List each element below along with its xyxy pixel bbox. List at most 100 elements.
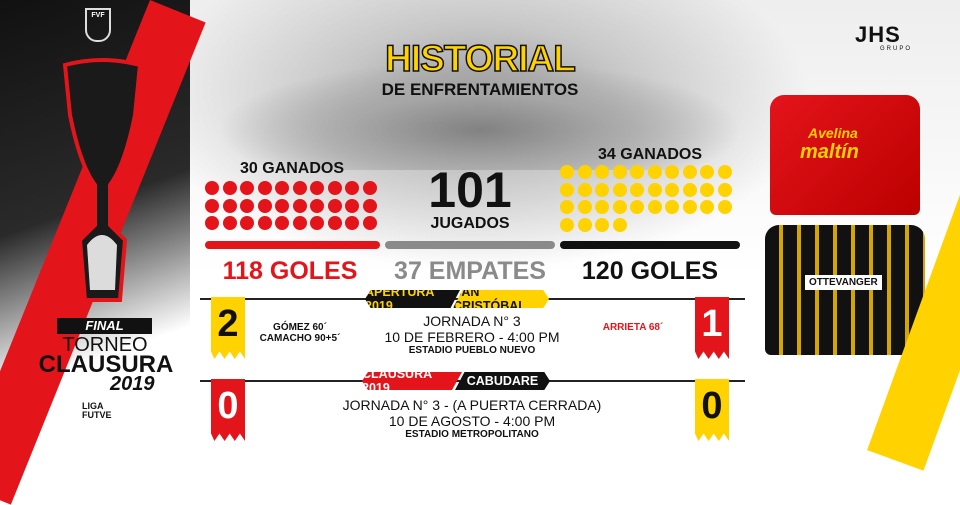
win-dot bbox=[577, 165, 592, 179]
win-dot bbox=[682, 165, 697, 179]
win-dot bbox=[310, 181, 324, 195]
jersey-red-sponsor: maltín bbox=[800, 141, 859, 163]
win-dot bbox=[240, 198, 254, 213]
win-dot bbox=[275, 181, 289, 195]
match1-date: 10 DE FEBRERO - 4:00 PM bbox=[384, 329, 560, 345]
win-dot bbox=[577, 182, 592, 197]
win-dot bbox=[665, 200, 679, 214]
page-subtitle: DE ENFRENTAMIENTOS bbox=[381, 80, 579, 99]
win-dot bbox=[327, 198, 342, 213]
match1-home-score: 2 bbox=[211, 297, 245, 359]
win-dot bbox=[205, 216, 219, 230]
jhs-logo-sub: GRUPO bbox=[880, 46, 913, 52]
match1-tournament: APERTURA 2019 bbox=[365, 290, 460, 308]
page-title: HISTORIAL bbox=[384, 37, 576, 80]
draws-bar bbox=[385, 241, 555, 249]
jersey-red-sponsor-avelina: Avelina bbox=[808, 125, 858, 141]
left-goals: 118 GOLES bbox=[222, 257, 358, 285]
played-count: 101 bbox=[428, 162, 512, 218]
win-dot bbox=[240, 216, 254, 230]
win-dot bbox=[700, 165, 714, 179]
match1-info: JORNADA N° 3 10 DE FEBRERO - 4:00 PM EST… bbox=[322, 313, 622, 356]
win-dot bbox=[310, 198, 324, 213]
win-dot bbox=[717, 182, 732, 197]
win-dot bbox=[292, 216, 307, 230]
win-dot bbox=[700, 182, 714, 197]
win-dot bbox=[275, 216, 289, 230]
win-dot bbox=[345, 216, 359, 230]
match1-round: JORNADA N° 3 bbox=[423, 313, 521, 329]
match2-tournament: CLAUSURA 2019 bbox=[362, 372, 462, 390]
match2-round: JORNADA N° 3 - (A PUERTA CERRADA) bbox=[342, 397, 602, 413]
win-dot bbox=[275, 198, 289, 213]
win-dot bbox=[257, 181, 272, 195]
win-dot bbox=[665, 165, 679, 179]
win-dot bbox=[682, 182, 697, 197]
win-dot bbox=[717, 200, 732, 214]
jersey-red: Avelina maltín bbox=[770, 95, 920, 215]
right-goals: 120 GOLES bbox=[581, 257, 719, 285]
match1-stadium: ESTADIO PUEBLO NUEVO bbox=[408, 345, 536, 356]
win-dot bbox=[345, 181, 359, 195]
win-dot bbox=[612, 217, 627, 232]
win-dot bbox=[560, 182, 574, 197]
win-dot bbox=[292, 198, 307, 213]
match1-city: SAN CRISTÓBAL bbox=[453, 290, 549, 308]
final-badge: FINAL bbox=[57, 318, 152, 334]
win-dot bbox=[630, 165, 644, 179]
match1-home-scorers: GÓMEZ 60´ CAMACHO 90+5´ bbox=[255, 322, 345, 344]
torneo-label: TORNEO bbox=[62, 334, 148, 356]
stadium-photo bbox=[190, 20, 770, 170]
win-dot bbox=[560, 200, 574, 214]
match1-away-scorers: ARRIETA 68´ bbox=[598, 322, 668, 333]
win-dot bbox=[560, 165, 574, 179]
win-dot bbox=[665, 182, 679, 197]
win-dot bbox=[612, 200, 627, 214]
win-dot bbox=[222, 198, 237, 213]
win-dot bbox=[577, 217, 592, 232]
fvf-logo: FVF bbox=[85, 8, 111, 42]
jersey-black-yellow: OTTEVANGER bbox=[765, 225, 925, 355]
match2-info: JORNADA N° 3 - (A PUERTA CERRADA) 10 DE … bbox=[322, 397, 622, 440]
liga-text: LIGA bbox=[82, 401, 104, 411]
win-dot bbox=[222, 181, 237, 195]
win-dot bbox=[717, 165, 732, 179]
futve-text: FUTVE bbox=[82, 410, 112, 420]
win-dot bbox=[612, 165, 627, 179]
win-dot bbox=[327, 181, 342, 195]
win-dot bbox=[595, 165, 609, 179]
match2-away-score: 0 bbox=[695, 379, 729, 441]
match2-stadium: ESTADIO METROPOLITANO bbox=[405, 429, 539, 440]
year-label: 2019 bbox=[110, 373, 155, 395]
match2-city: CABUDARE bbox=[455, 372, 550, 390]
scorer: GÓMEZ 60´ bbox=[273, 322, 327, 333]
win-dot bbox=[240, 181, 254, 195]
win-dot bbox=[647, 182, 662, 197]
match1-away-score: 1 bbox=[695, 297, 729, 359]
played-label: JUGADOS bbox=[430, 215, 510, 232]
fvf-logo-text: FVF bbox=[91, 12, 105, 19]
win-dot bbox=[595, 217, 609, 232]
trophy-icon bbox=[62, 58, 143, 302]
win-dot bbox=[595, 182, 609, 197]
right-wins-label: 34 GANADOS bbox=[598, 146, 703, 163]
win-dot bbox=[257, 198, 272, 213]
win-dot bbox=[362, 181, 377, 195]
match2-home-score: 0 bbox=[211, 379, 245, 441]
win-dot bbox=[630, 200, 644, 214]
win-dot bbox=[327, 216, 342, 230]
win-dot bbox=[362, 198, 377, 213]
win-dot bbox=[647, 200, 662, 214]
draws: 37 EMPATES bbox=[394, 257, 546, 285]
left-wins-dots bbox=[205, 181, 377, 230]
win-dot bbox=[612, 182, 627, 197]
jhs-logo: JHS bbox=[855, 22, 901, 47]
win-dot bbox=[292, 181, 307, 195]
jersey-black-sponsor: OTTEVANGER bbox=[805, 275, 882, 290]
win-dot bbox=[630, 182, 644, 197]
win-dot bbox=[345, 198, 359, 213]
win-dot bbox=[310, 216, 324, 230]
win-dot bbox=[362, 216, 377, 230]
liga-futve-logo: LIGA FUTVE bbox=[82, 402, 112, 420]
win-dot bbox=[700, 200, 714, 214]
